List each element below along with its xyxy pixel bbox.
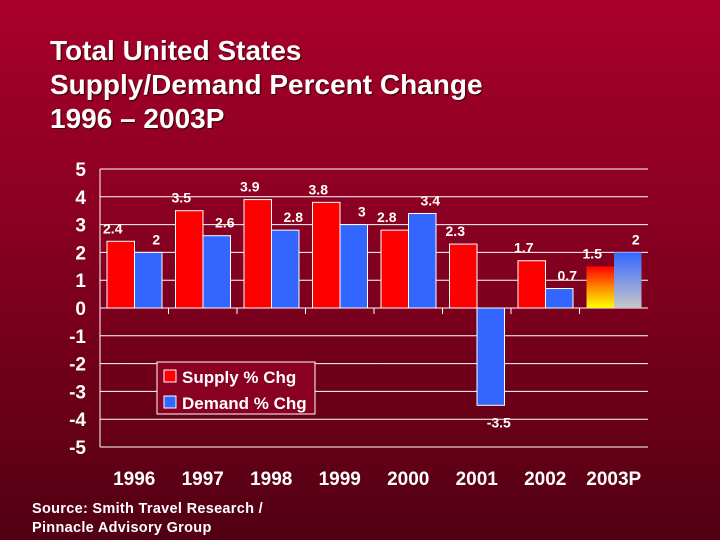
x-tick-label: 1997 [182, 469, 224, 490]
x-tick-label: 2000 [387, 469, 429, 490]
data-label: 3.9 [240, 179, 260, 195]
data-label: 3.4 [421, 192, 441, 208]
y-tick-label: -1 [69, 327, 86, 348]
chart-title: Total United States Supply/Demand Percen… [50, 34, 483, 136]
y-tick-label: -5 [69, 438, 86, 459]
data-label: 2.6 [215, 215, 235, 231]
y-tick-label: -2 [69, 355, 86, 376]
data-label: 3 [358, 204, 366, 220]
bar-demand-1999 [339, 224, 368, 309]
data-label: 2 [632, 231, 640, 247]
bar-demand-2001 [476, 307, 505, 406]
y-tick-label: 2 [75, 243, 86, 264]
legend-swatch-demand [163, 395, 177, 409]
source-line-2: Pinnacle Advisory Group [32, 520, 212, 536]
data-label: 1.5 [583, 245, 603, 261]
data-label: 2.8 [377, 209, 397, 225]
y-tick-label: 5 [75, 160, 86, 181]
legend-box [156, 361, 316, 415]
legend: Supply % Chg Demand % Chg [156, 361, 316, 415]
bar-supply-2003P [586, 266, 614, 308]
bar-supply-2001 [449, 243, 478, 309]
legend-label-demand: Demand % Chg [182, 394, 307, 413]
source-note: Source: Smith Travel Research / Pinnacle… [32, 500, 263, 538]
bar-demand-1998 [271, 229, 300, 309]
x-tick-label: 1998 [250, 469, 292, 490]
y-tick-label: 4 [75, 188, 86, 209]
bar-supply-1998 [243, 199, 272, 309]
data-label: 1.7 [514, 240, 534, 256]
data-label: 2 [152, 231, 160, 247]
x-tick-label: 2002 [524, 469, 566, 490]
data-label: 2.3 [446, 223, 466, 239]
bar-supply-1997 [175, 210, 204, 309]
bar-demand-1997 [202, 235, 231, 309]
title-line-2: Supply/Demand Percent Change [50, 69, 483, 100]
x-tick-label: 1999 [319, 469, 361, 490]
bar-supply-2000 [380, 229, 409, 309]
y-tick-label: -4 [69, 410, 86, 431]
data-label: 2.4 [103, 220, 123, 236]
bar-supply-1999 [312, 201, 341, 309]
legend-swatch-supply [163, 369, 177, 383]
y-tick-label: 0 [75, 299, 86, 320]
bar-demand-1996 [134, 251, 163, 309]
data-label: 3.5 [172, 190, 192, 206]
y-tick-label: -3 [69, 382, 86, 403]
y-tick-label: 3 [75, 216, 86, 237]
source-line-1: Source: Smith Travel Research / [32, 501, 263, 517]
x-tick-label: 1996 [113, 469, 155, 490]
title-line-3: 1996 – 2003P [50, 103, 225, 134]
x-tick-label: 2003P [586, 469, 641, 490]
data-label: 2.8 [284, 209, 304, 225]
data-label: 3.8 [309, 181, 329, 197]
bar-demand-2002 [545, 288, 574, 309]
title-line-1: Total United States [50, 35, 302, 66]
x-tick-label: 2001 [456, 469, 499, 490]
bar-demand-2003P [614, 252, 642, 308]
data-label: -3.5 [487, 414, 511, 430]
y-tick-label: 1 [75, 271, 86, 292]
bar-demand-2000 [408, 212, 437, 309]
bar-supply-2002 [517, 260, 546, 309]
legend-label-supply: Supply % Chg [182, 368, 296, 387]
data-label: 0.7 [558, 268, 578, 284]
bar-supply-1996 [106, 240, 135, 309]
